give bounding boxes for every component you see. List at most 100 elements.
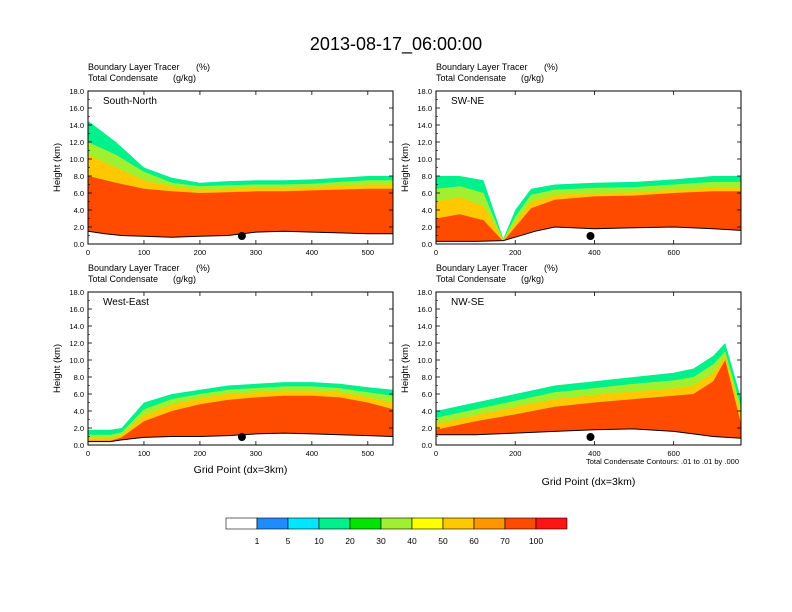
y-tick-label: 18.0 [69, 87, 84, 96]
subtitle-tracer-units: (%) [544, 263, 558, 273]
x-tick-label: 200 [509, 449, 522, 458]
y-tick-label: 18.0 [417, 87, 432, 96]
x-tick-label: 100 [138, 449, 151, 458]
x-tick-label: 200 [194, 248, 207, 257]
colorbar: 1 5 10 20 30 40 50 60 70 100 [225, 517, 568, 546]
subtitle-condensate: Total Condensate [436, 274, 506, 284]
y-tick-label: 10.0 [417, 356, 432, 365]
x-tick-label: 500 [362, 248, 375, 257]
y-tick-label: 2.0 [422, 424, 432, 433]
y-tick-label: 16.0 [417, 104, 432, 113]
colorbar-cell [287, 517, 320, 530]
colorbar-cell [380, 517, 413, 530]
subtitle-tracer-units: (%) [544, 62, 558, 72]
y-tick-label: 8.0 [74, 172, 84, 181]
x-tick-label: 400 [588, 248, 601, 257]
colorbar-label: 20 [345, 536, 355, 546]
colorbar-label: 50 [438, 536, 448, 546]
colorbar-label: 40 [407, 536, 417, 546]
panel-label: South-North [103, 96, 157, 107]
y-tick-label: 14.0 [417, 322, 432, 331]
x-tick-label: 300 [250, 248, 263, 257]
y-tick-label: 16.0 [69, 104, 84, 113]
location-marker [237, 232, 246, 240]
x-tick-label: 0 [434, 449, 438, 458]
x-tick-label: 600 [667, 449, 680, 458]
location-marker [237, 433, 246, 441]
x-tick-label: 400 [588, 449, 601, 458]
terrain-line [88, 230, 393, 238]
colorbar-label: 1 [255, 536, 260, 546]
x-tick-label: 300 [250, 449, 263, 458]
tracer-layer-70 [436, 191, 741, 242]
panel-label: NW-SE [451, 297, 484, 308]
location-marker [586, 433, 595, 441]
panel-nw-se: Boundary Layer Tracer (%) Total Condensate… [400, 263, 742, 488]
y-tick-label: 0.0 [74, 240, 84, 249]
colorbar-cell [256, 517, 289, 530]
y-tick-label: 6.0 [422, 189, 432, 198]
tracer-field [436, 343, 741, 445]
y-tick-label: 0.0 [422, 240, 432, 249]
panel-sw-ne: Boundary Layer Tracer (%) Total Condensate… [400, 62, 742, 257]
y-tick-label: 12.0 [417, 138, 432, 147]
y-tick-label: 8.0 [74, 373, 84, 382]
x-tick-label: 200 [194, 449, 207, 458]
y-tick-label: 6.0 [74, 189, 84, 198]
colorbar-cell [225, 517, 258, 530]
y-tick-label: 8.0 [422, 172, 432, 181]
y-tick-label: 6.0 [74, 390, 84, 399]
x-axis-label: Grid Point (dx=3km) [194, 464, 288, 476]
contour-footnote: Total Condensate Contours: .01 to .01 by… [586, 457, 739, 466]
y-tick-label: 12.0 [69, 138, 84, 147]
subtitle-tracer: Boundary Layer Tracer [436, 263, 528, 273]
tracer-field [88, 382, 393, 445]
x-tick-label: 600 [667, 248, 680, 257]
tracer-field [88, 120, 393, 244]
y-tick-label: 14.0 [69, 121, 84, 130]
colorbar-label: 10 [314, 536, 324, 546]
tracer-layer-70 [88, 176, 393, 238]
subtitle-condensate-units: (g/kg) [521, 73, 544, 83]
subtitle-condensate-units: (g/kg) [521, 274, 544, 284]
y-tick-label: 12.0 [417, 339, 432, 348]
subtitle-tracer: Boundary Layer Tracer [88, 62, 180, 72]
x-tick-label: 200 [509, 248, 522, 257]
colorbar-cell [318, 517, 351, 530]
tracer-layer-70 [436, 360, 741, 439]
colorbar-cell [349, 517, 382, 530]
y-tick-label: 4.0 [74, 206, 84, 215]
y-tick-label: 4.0 [422, 206, 432, 215]
subtitle-condensate: Total Condensate [436, 73, 506, 83]
colorbar-label: 30 [376, 536, 386, 546]
y-tick-label: 18.0 [69, 288, 84, 297]
colorbar-cell [411, 517, 444, 530]
terrain-line [436, 226, 741, 242]
colorbar-label: 60 [469, 536, 479, 546]
y-axis-label: Height (km) [52, 143, 63, 192]
terrain-line [436, 428, 741, 439]
subtitle-tracer: Boundary Layer Tracer [436, 62, 528, 72]
y-tick-label: 14.0 [417, 121, 432, 130]
y-tick-label: 6.0 [422, 390, 432, 399]
terrain-line [88, 432, 393, 443]
colorbar-label: 100 [529, 536, 543, 546]
x-tick-label: 100 [138, 248, 151, 257]
y-tick-label: 2.0 [74, 424, 84, 433]
y-tick-label: 12.0 [69, 339, 84, 348]
colorbar-cell [504, 517, 537, 530]
x-tick-label: 400 [306, 248, 319, 257]
y-tick-label: 16.0 [417, 305, 432, 314]
tracer-layer-70 [88, 395, 393, 442]
y-axis-label: Height (km) [400, 143, 411, 192]
x-axis-label: Grid Point (dx=3km) [542, 476, 636, 488]
colorbar-label: 70 [500, 536, 510, 546]
y-tick-label: 16.0 [69, 305, 84, 314]
colorbar-cell [442, 517, 475, 530]
x-tick-label: 0 [86, 449, 90, 458]
subtitle-condensate: Total Condensate [88, 73, 158, 83]
y-tick-label: 14.0 [69, 322, 84, 331]
y-tick-label: 10.0 [69, 356, 84, 365]
x-tick-label: 0 [434, 248, 438, 257]
subtitle-tracer-units: (%) [196, 263, 210, 273]
